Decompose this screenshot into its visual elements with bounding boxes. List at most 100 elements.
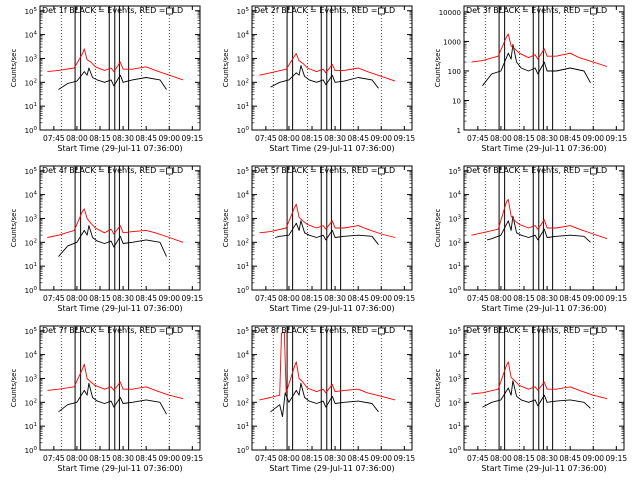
y-tick-label: 104 xyxy=(25,191,38,200)
chart-panel-4: 07:45 08:00 08:15 08:30 08:45 09:00 09:15 100 10… xyxy=(10,165,203,313)
events-series-line xyxy=(270,65,379,89)
events-series-line xyxy=(482,380,591,409)
x-tick-label: 09:00 xyxy=(582,454,604,463)
x-tick-label: 08:15 xyxy=(513,294,535,303)
plot-frame xyxy=(39,5,201,131)
y-tick-label: 101 xyxy=(25,422,37,431)
plot-frame xyxy=(251,5,413,131)
x-axis-label: Start Time (29-Jul-11 07:36:00) xyxy=(269,144,394,153)
y-axis-label: Counts/sec xyxy=(10,369,18,408)
y-tick-label: 103 xyxy=(237,214,250,223)
x-tick-label: 08:45 xyxy=(559,134,581,143)
y-tick-label: 10 xyxy=(452,97,461,105)
x-axis-label: Start Time (29-Jul-11 07:36:00) xyxy=(57,464,182,473)
y-tick-label: 103 xyxy=(449,214,462,223)
y-tick-label: 1 xyxy=(457,127,461,135)
x-tick-label: 08:30 xyxy=(536,454,558,463)
chart-title: Det 7f BLACK = Events, RED = LLD xyxy=(42,326,183,335)
chart-panel-9: 07:45 08:00 08:15 08:30 08:45 09:00 09:15 100 10… xyxy=(434,325,628,473)
y-tick-label: 100 xyxy=(25,446,38,455)
square-marker xyxy=(165,167,173,175)
lld-series-line xyxy=(471,198,608,240)
y-tick-label: 101 xyxy=(25,262,37,271)
x-tick-label: 08:45 xyxy=(559,294,581,303)
square-marker xyxy=(377,167,385,175)
x-tick-label: 09:00 xyxy=(370,134,392,143)
events-series-line xyxy=(58,382,167,415)
y-tick-label: 102 xyxy=(449,398,461,407)
y-tick-label: 103 xyxy=(237,54,250,63)
chart-panel-1: 07:45 08:00 08:15 08:30 08:45 09:00 09:15 100 10… xyxy=(10,5,204,153)
square-marker xyxy=(377,7,385,15)
y-tick-label: 100 xyxy=(448,68,461,76)
x-axis-label: Start Time (29-Jul-11 07:36:00) xyxy=(57,144,182,153)
x-tick-label: 07:45 xyxy=(43,454,65,463)
x-tick-label: 09:00 xyxy=(158,294,180,303)
x-tick-label: 08:15 xyxy=(513,134,535,143)
y-tick-label: 101 xyxy=(237,262,249,271)
y-axis-label: Counts/sec xyxy=(222,369,230,408)
y-tick-label: 104 xyxy=(25,31,38,40)
events-series-line xyxy=(486,215,591,243)
y-tick-label: 105 xyxy=(25,167,38,176)
y-tick-label: 105 xyxy=(237,167,250,176)
lld-series-line xyxy=(471,33,608,67)
chart-title: Det 2f BLACK = Events, RED = LLD xyxy=(254,6,395,15)
square-marker xyxy=(165,7,173,15)
y-tick-label: 104 xyxy=(449,351,462,360)
x-tick-label: 08:00 xyxy=(278,294,300,303)
x-tick-label: 09:15 xyxy=(606,134,628,143)
x-tick-label: 08:15 xyxy=(89,454,111,463)
y-tick-label: 104 xyxy=(25,351,38,360)
chart-title: Det 1f BLACK = Events, RED = LLD xyxy=(42,6,183,15)
lld-series-line xyxy=(47,208,184,243)
y-tick-label: 101 xyxy=(237,422,249,431)
y-tick-label: 100 xyxy=(237,126,250,135)
y-axis-label: Counts/sec xyxy=(222,209,230,248)
lld-series-line xyxy=(471,361,608,400)
lld-series-line xyxy=(47,363,184,400)
y-tick-label: 1000 xyxy=(443,38,461,46)
x-tick-label: 09:15 xyxy=(182,454,204,463)
plot-frame xyxy=(251,165,413,291)
x-tick-label: 08:00 xyxy=(278,134,300,143)
y-tick-label: 102 xyxy=(237,238,249,247)
x-tick-label: 08:15 xyxy=(89,294,111,303)
x-tick-label: 08:15 xyxy=(301,134,323,143)
y-tick-label: 103 xyxy=(25,214,38,223)
x-tick-label: 08:45 xyxy=(347,134,369,143)
y-tick-label: 101 xyxy=(237,102,249,111)
y-tick-label: 102 xyxy=(237,398,249,407)
y-axis-label: Counts/sec xyxy=(222,49,230,88)
plot-frame xyxy=(463,325,625,451)
x-tick-label: 07:45 xyxy=(255,134,277,143)
x-tick-label: 09:15 xyxy=(606,454,628,463)
x-tick-label: 08:00 xyxy=(490,294,512,303)
x-axis-label: Start Time (29-Jul-11 07:36:00) xyxy=(481,144,606,153)
events-series-line xyxy=(58,67,167,90)
chart-panel-3: 07:45 08:00 08:15 08:30 08:45 09:00 09:15 1 10 10… xyxy=(434,5,628,153)
y-tick-label: 100 xyxy=(25,126,38,135)
x-tick-label: 08:15 xyxy=(89,134,111,143)
plot-frame xyxy=(463,5,625,131)
x-tick-label: 09:15 xyxy=(606,294,628,303)
y-tick-label: 102 xyxy=(25,238,37,247)
x-axis-label: Start Time (29-Jul-11 07:36:00) xyxy=(481,464,606,473)
y-tick-label: 103 xyxy=(237,374,250,383)
x-tick-label: 09:00 xyxy=(158,454,180,463)
y-tick-label: 100 xyxy=(449,446,462,455)
y-tick-label: 104 xyxy=(237,351,250,360)
x-tick-label: 08:30 xyxy=(324,294,346,303)
y-tick-label: 105 xyxy=(237,7,250,16)
events-series-line xyxy=(270,382,379,418)
events-series-line xyxy=(274,220,379,245)
y-tick-label: 100 xyxy=(25,286,38,295)
y-axis-label: Counts/sec xyxy=(434,209,442,248)
x-tick-label: 08:30 xyxy=(324,454,346,463)
plot-frame xyxy=(39,165,201,291)
chart-panel-6: 07:45 08:00 08:15 08:30 08:45 09:00 09:15 100 10… xyxy=(434,165,628,313)
square-marker xyxy=(590,327,597,335)
y-tick-label: 100 xyxy=(237,446,250,455)
y-tick-label: 103 xyxy=(449,374,462,383)
x-tick-label: 09:15 xyxy=(182,134,204,143)
